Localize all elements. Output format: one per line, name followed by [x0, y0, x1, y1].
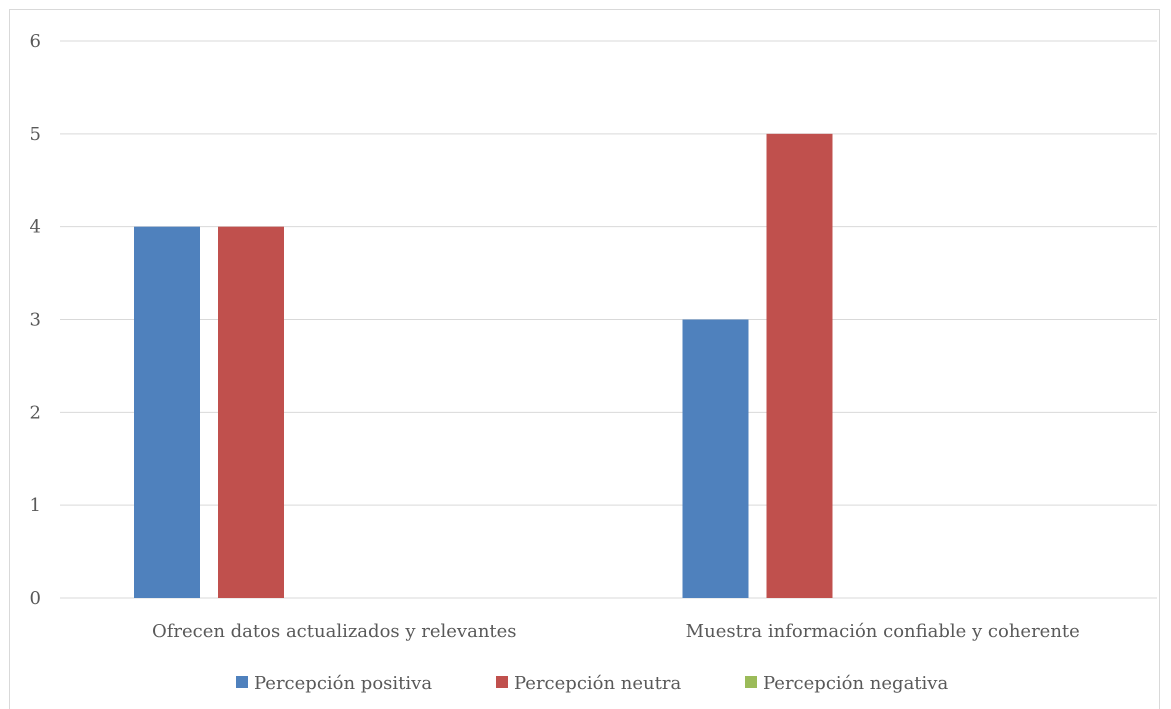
y-axis-ticks: 0 1 2 3 4 5 6 — [30, 31, 41, 609]
x-category-label: Ofrecen datos actualizados y relevantes — [152, 621, 517, 642]
x-axis: Ofrecen datos actualizados y relevantes M… — [152, 621, 1080, 642]
y-tick-label: 1 — [30, 495, 41, 516]
legend-label: Percepción negativa — [763, 673, 948, 694]
bar-percepción-neutra-2 — [766, 133, 833, 599]
y-tick-label: 3 — [30, 310, 41, 331]
legend-swatch — [496, 676, 508, 688]
y-tick-label: 6 — [30, 31, 41, 52]
x-category-label: Muestra información confiable y coherent… — [686, 621, 1080, 642]
bar-percepción-positiva-2 — [682, 319, 749, 598]
legend-swatch — [236, 676, 248, 688]
legend: Percepción positiva Percepción neutra Perc… — [236, 673, 948, 694]
bar-percepción-neutra-1 — [218, 226, 284, 598]
legend-label: Percepción neutra — [514, 673, 681, 694]
bars — [134, 133, 833, 599]
y-tick-label: 0 — [30, 588, 41, 609]
bar-percepción-positiva-1 — [134, 226, 200, 598]
legend-label: Percepción positiva — [254, 673, 432, 694]
y-tick-label: 5 — [30, 124, 41, 145]
y-tick-label: 2 — [30, 402, 41, 423]
legend-swatch — [745, 676, 757, 688]
chart-frame — [9, 9, 1160, 709]
y-tick-label: 4 — [30, 217, 41, 238]
